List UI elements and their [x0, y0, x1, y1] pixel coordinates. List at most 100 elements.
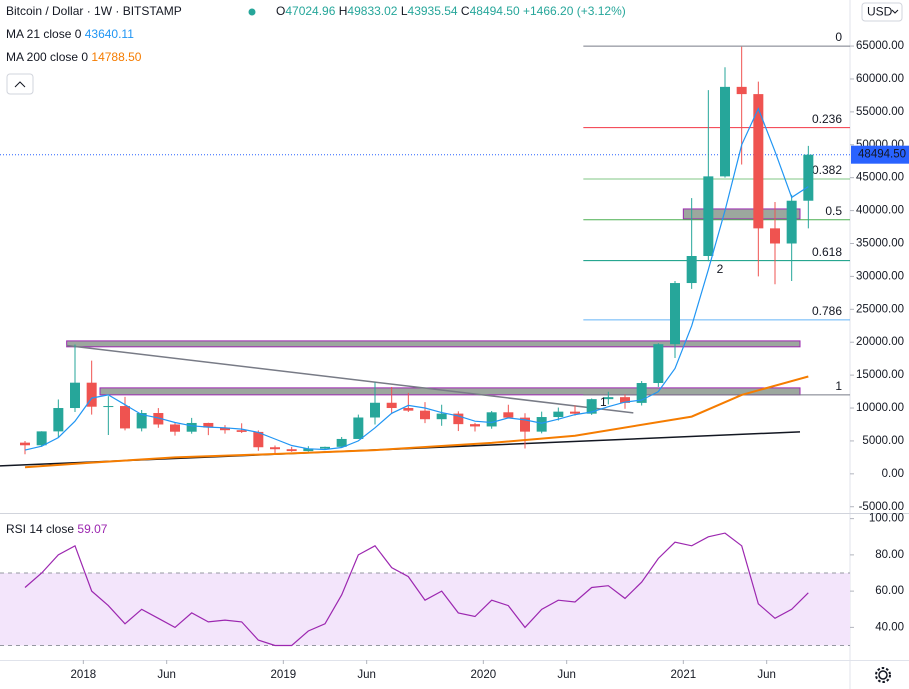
currency[interactable]: USD	[867, 5, 893, 19]
candle-body	[220, 427, 230, 431]
candle-body	[353, 417, 364, 439]
x-tick-label: Jun	[757, 669, 776, 681]
x-tick-label: 2020	[471, 669, 497, 681]
candle-body	[720, 86, 730, 177]
drawing-label: 2	[717, 262, 724, 276]
fib-ratio: 0.618	[812, 245, 842, 259]
indicator-value: 43640.11	[85, 27, 134, 41]
symbol: Bitcoin / Dollar · 1W · BITSTAMP	[6, 4, 182, 18]
y-tick-label: 30000.00	[856, 270, 904, 282]
candle-body	[636, 383, 647, 403]
indicator-legend: MA 21 close 0 43640.11	[6, 27, 134, 41]
y-tick-label: 80.00	[875, 549, 904, 561]
candle-body	[370, 402, 380, 418]
y-tick-label: 5000.00	[862, 435, 904, 447]
candle-body	[53, 408, 64, 432]
candle-body	[736, 86, 747, 95]
rsi-legend: RSI 14 close 59.07	[6, 522, 108, 536]
y-tick-label: 20000.00	[856, 336, 904, 348]
y-tick-label: -5000.00	[859, 501, 904, 513]
ohlc-value: 43935.54	[408, 4, 458, 18]
candle-body	[103, 406, 114, 408]
last-price-label: 48494.50	[858, 149, 906, 161]
candle-body	[286, 449, 297, 452]
y-tick-label: 45000.00	[856, 172, 904, 184]
candle-body	[520, 417, 530, 432]
candle-body	[170, 424, 180, 432]
candle-body	[403, 408, 414, 411]
y-tick-label: 40000.00	[856, 205, 904, 217]
header-line: Bitcoin / Dollar · 1W · BITSTAMP	[6, 4, 182, 18]
ma-line	[24, 107, 809, 451]
candle-body	[436, 413, 447, 420]
last-price-tag	[851, 145, 909, 164]
x-tick-label: Jun	[357, 669, 376, 681]
candle-body	[36, 431, 47, 446]
fib-ratio: 1	[835, 379, 842, 393]
y-tick-label: 35000.00	[856, 238, 904, 250]
y-tick-label: 65000.00	[856, 40, 904, 52]
candle-body	[570, 411, 580, 414]
x-tick-label: 2019	[271, 669, 297, 681]
gear-hub	[878, 670, 888, 680]
candle-body	[536, 417, 547, 432]
trendline	[66, 344, 634, 414]
currency-selector[interactable]: USD	[861, 2, 903, 22]
y-tick-label: 55000.00	[856, 106, 904, 118]
collapse-box[interactable]	[6, 73, 34, 95]
ohlc-value: 49833.02	[347, 4, 397, 18]
ohlc-label: L	[401, 4, 408, 18]
candle-body	[470, 424, 480, 427]
candle-body	[486, 412, 497, 427]
candle-body	[386, 402, 397, 409]
zone	[66, 340, 801, 348]
candle-body	[70, 382, 80, 409]
fib-ratio: 0	[835, 30, 842, 44]
gear-teeth	[875, 667, 891, 683]
market-status	[248, 8, 256, 16]
indicator-name: MA 200 close 0	[6, 50, 88, 64]
y-tick-label: 60.00	[875, 585, 904, 597]
ohlc-label: C	[461, 4, 470, 18]
candle-body	[453, 413, 464, 425]
candle-body	[770, 228, 780, 244]
x-tick-label: Jun	[157, 669, 176, 681]
fib-ratio: 0.5	[825, 204, 842, 218]
candle-body	[703, 176, 714, 256]
change: +1466.20 (+3.12%)	[523, 4, 626, 18]
y-tick-label: 10000.00	[856, 402, 904, 414]
ohlc-label: O	[276, 4, 285, 18]
fib-ratio: 0.236	[812, 112, 842, 126]
candle-body	[120, 406, 130, 429]
currency-box[interactable]	[861, 2, 903, 22]
ohlc-label: H	[339, 4, 348, 18]
y-tick-label: 40.00	[875, 621, 904, 633]
fib-ratio: 0.786	[812, 304, 842, 318]
ohlc-line: O47024.96 H49833.02 L43935.54 C48494.50 …	[276, 4, 626, 18]
candle-body	[236, 430, 247, 432]
rsi-line	[24, 532, 809, 647]
candle-body	[603, 397, 614, 400]
y-tick-label: 100.00	[869, 513, 904, 525]
y-tick-label: 25000.00	[856, 303, 904, 315]
candle-body	[86, 382, 97, 407]
ohlc-value: 48494.50	[470, 4, 520, 18]
candle-body	[136, 413, 147, 429]
candle-body	[786, 200, 797, 244]
candle-body	[803, 154, 814, 201]
zone	[682, 208, 801, 220]
drawing-label: 1	[600, 395, 607, 409]
collapse-button[interactable]	[6, 73, 34, 95]
candle-body	[303, 448, 314, 452]
candle-body	[420, 410, 430, 420]
x-tick-label: 2021	[671, 669, 697, 681]
candle-body	[153, 413, 164, 425]
indicator-name: RSI 14 close	[6, 522, 74, 536]
candle-body	[336, 438, 347, 447]
x-tick-label: Jun	[557, 669, 576, 681]
settings-button[interactable]	[875, 667, 891, 683]
candle-body	[586, 399, 597, 414]
rsi-band	[0, 573, 850, 646]
